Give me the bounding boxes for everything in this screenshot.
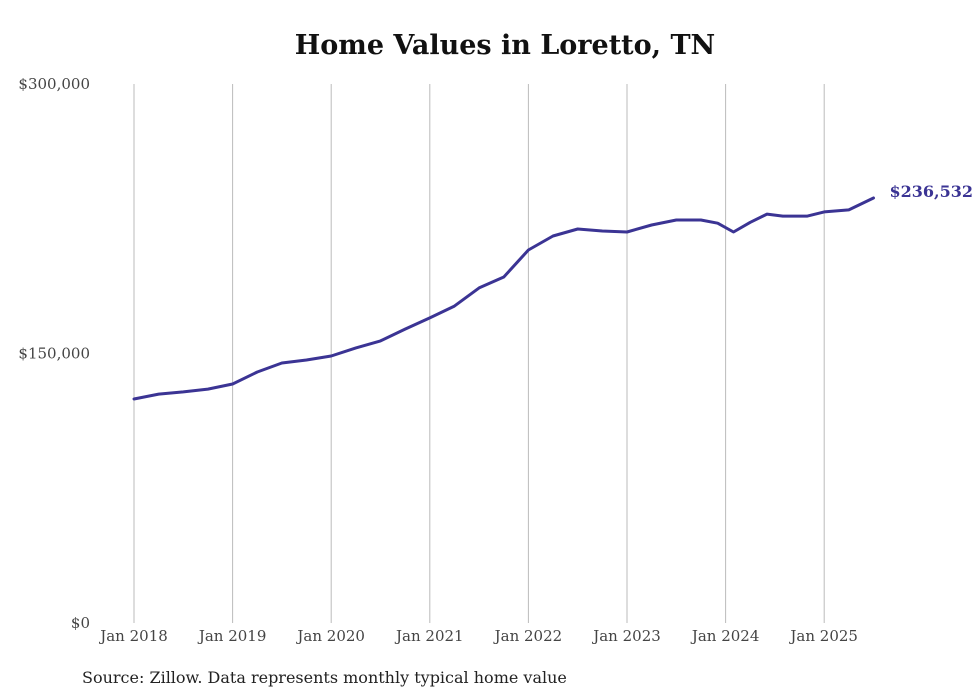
y-tick-label: $300,000	[18, 75, 90, 93]
x-tick-label: Jan 2022	[493, 627, 563, 645]
chart-title: Home Values in Loretto, TN	[294, 30, 716, 61]
y-tick-label: $0	[71, 614, 90, 632]
x-tick-label: Jan 2023	[591, 627, 661, 645]
y-tick-label: $150,000	[18, 345, 90, 363]
x-tick-label: Jan 2021	[394, 627, 464, 645]
end-value-label: $236,532	[890, 182, 974, 201]
series-line	[132, 196, 875, 401]
x-tick-label: Jan 2020	[295, 627, 365, 645]
x-tick-label: Jan 2024	[690, 627, 760, 645]
x-tick-label: Jan 2018	[98, 627, 168, 645]
x-tick-label: Jan 2025	[788, 627, 858, 645]
source-note: Source: Zillow. Data represents monthly …	[82, 668, 567, 687]
x-tick-label: Jan 2019	[197, 627, 267, 645]
